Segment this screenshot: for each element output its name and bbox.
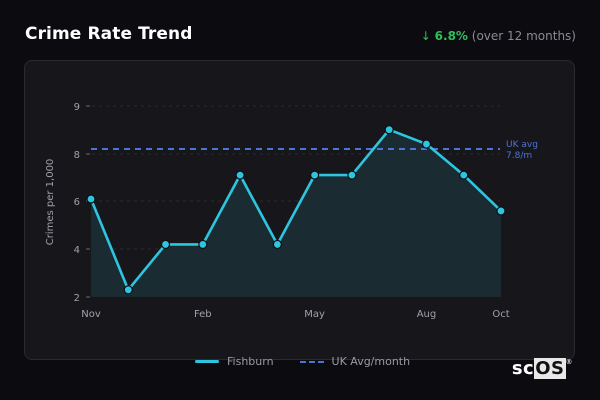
x-tick-label: May xyxy=(304,309,325,320)
data-point[interactable] xyxy=(310,170,320,180)
data-point[interactable] xyxy=(459,170,469,180)
data-point[interactable] xyxy=(384,125,394,135)
brand-logo: scOS® xyxy=(512,358,573,379)
change-period: (over 12 months) xyxy=(471,29,576,43)
down-arrow-icon: ↓ xyxy=(420,29,431,43)
dashed-line-swatch-icon xyxy=(299,360,324,363)
chart-legend: Fishburn UK Avg/month xyxy=(195,355,436,368)
data-point[interactable] xyxy=(160,239,171,250)
y-tick-label: 6 xyxy=(74,197,80,208)
data-point[interactable] xyxy=(272,239,282,250)
fishburn-line xyxy=(89,128,502,292)
data-point[interactable] xyxy=(123,285,133,295)
data-point[interactable] xyxy=(235,170,245,180)
y-axis-label: Crimes per 1,000 xyxy=(45,159,56,246)
change-summary: ↓ 6.8% (over 12 months) xyxy=(421,29,576,43)
logo-text-os: OS xyxy=(534,358,566,379)
y-tick-label: 8 xyxy=(74,150,80,161)
x-tick-label: Oct xyxy=(492,309,509,320)
legend-item-fishburn[interactable]: Fishburn xyxy=(195,355,274,368)
data-point[interactable] xyxy=(198,239,208,250)
legend-label: Fishburn xyxy=(227,355,274,368)
page-title: Crime Rate Trend xyxy=(25,24,193,44)
y-tick-label: 2 xyxy=(74,293,80,304)
data-point[interactable] xyxy=(496,206,506,216)
data-point[interactable] xyxy=(421,139,432,149)
data-point[interactable] xyxy=(86,194,96,204)
x-tick-label: Aug xyxy=(417,309,437,320)
registered-mark: ® xyxy=(565,358,573,366)
data-point[interactable] xyxy=(347,170,357,180)
uk-average-annotation: UK avg xyxy=(506,140,538,150)
uk-average-value: 7.8/m xyxy=(506,151,532,161)
area-fill xyxy=(91,129,501,297)
change-percent: 6.8% xyxy=(434,29,468,43)
y-tick-label: 4 xyxy=(74,245,80,256)
logo-text: sc xyxy=(511,358,535,379)
solid-line-swatch-icon xyxy=(195,360,219,363)
legend-item-uk-avg[interactable]: UK Avg/month xyxy=(299,355,411,368)
y-tick-label: 9 xyxy=(74,102,80,113)
x-tick-label: Nov xyxy=(81,309,101,320)
legend-label: UK Avg/month xyxy=(331,355,411,368)
x-tick-label: Feb xyxy=(194,309,212,320)
